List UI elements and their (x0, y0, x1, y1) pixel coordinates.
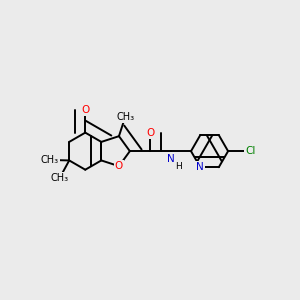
Text: H: H (175, 162, 182, 171)
Text: O: O (115, 161, 123, 171)
Text: CH₃: CH₃ (40, 155, 59, 165)
Text: O: O (81, 105, 89, 116)
Text: CH₃: CH₃ (116, 112, 134, 122)
Text: CH₃: CH₃ (51, 172, 69, 183)
Text: O: O (146, 128, 154, 138)
Text: N: N (167, 154, 175, 164)
Text: Cl: Cl (245, 146, 256, 156)
Text: N: N (196, 162, 204, 172)
